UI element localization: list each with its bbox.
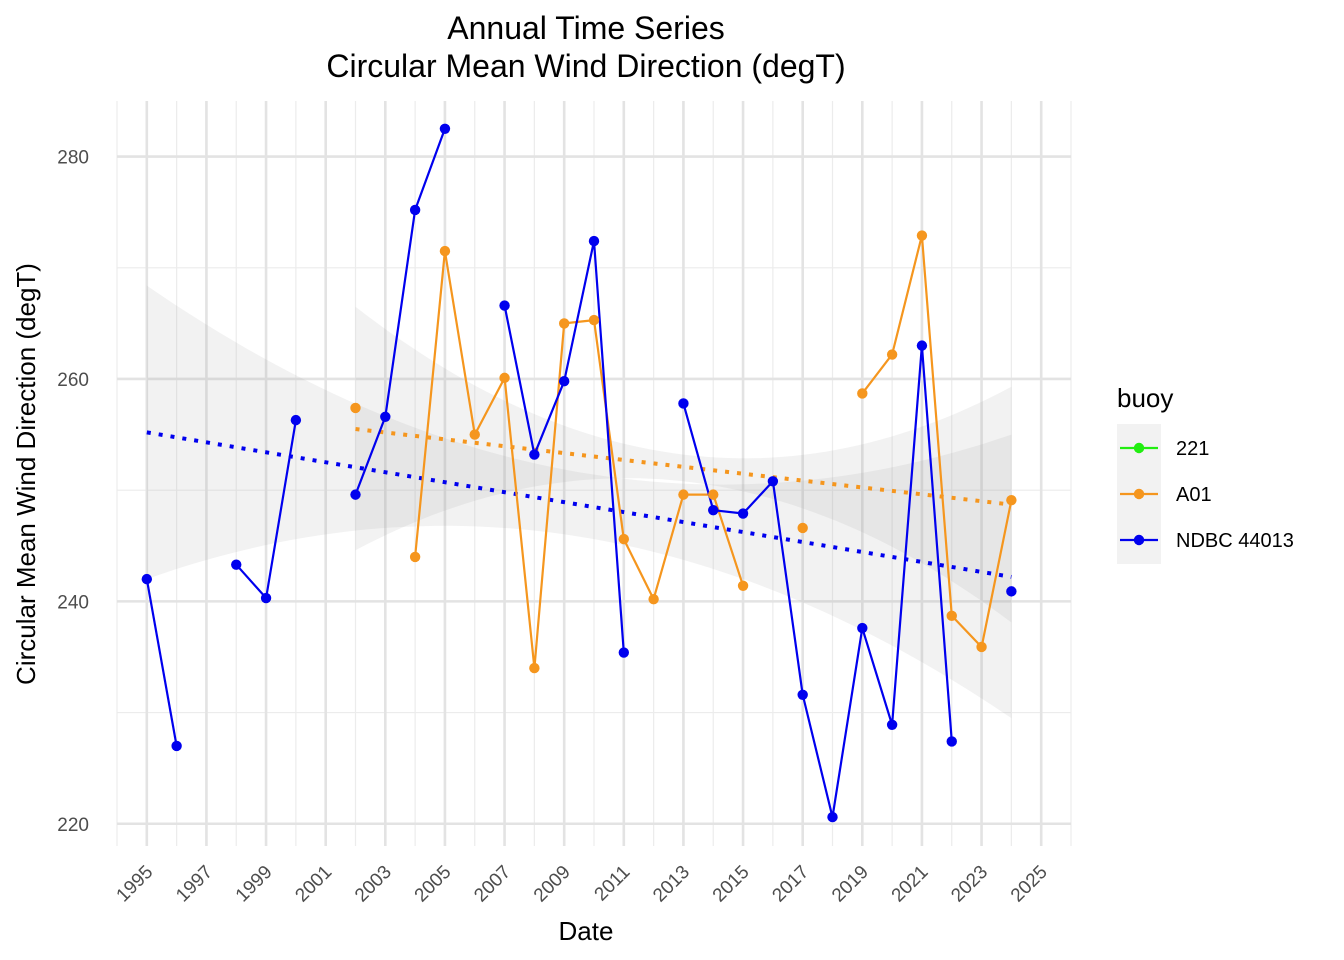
data-point — [886, 349, 898, 360]
legend-label: A01 — [1176, 484, 1212, 506]
data-point — [588, 235, 600, 247]
data-point — [797, 689, 808, 700]
series-line — [354, 128, 446, 495]
data-point — [648, 593, 659, 605]
confidence-band — [146, 285, 1012, 719]
x-tick-label: 2001 — [291, 862, 336, 907]
trend-line — [355, 427, 1012, 507]
x-tick-label: 2013 — [649, 862, 694, 907]
x-tick-label: 1999 — [232, 862, 277, 907]
x-tick-label: 2021 — [888, 862, 933, 907]
data-point — [618, 533, 630, 545]
y-tick-label: 260 — [57, 370, 89, 391]
data-point — [797, 522, 808, 534]
data-point — [946, 736, 957, 747]
x-tick-label: 2005 — [411, 862, 456, 907]
data-point — [708, 489, 719, 500]
data-point — [409, 204, 421, 216]
data-point — [469, 429, 480, 440]
data-series — [141, 123, 1017, 823]
y-tick-label: 240 — [57, 592, 89, 613]
data-point — [439, 123, 451, 134]
series-line — [682, 344, 953, 819]
legend-key-point — [1133, 488, 1145, 500]
legend-label: 221 — [1176, 438, 1209, 460]
data-point — [529, 662, 540, 674]
y-axis-label: Circular Mean Wind Direction (degT) — [11, 263, 41, 685]
x-tick-label: 1997 — [172, 862, 217, 907]
data-point — [380, 411, 391, 422]
series-line — [145, 578, 178, 747]
data-point — [350, 402, 361, 414]
x-tick-label: 2015 — [709, 862, 754, 907]
data-point — [708, 504, 719, 516]
data-point — [857, 388, 868, 399]
x-axis-label: Date — [559, 916, 614, 946]
data-point — [1006, 494, 1017, 506]
chart-title-line2: Circular Mean Wind Direction (degT) — [326, 48, 845, 84]
confidence-bands — [146, 285, 1012, 719]
data-point — [976, 641, 987, 653]
data-point — [439, 245, 451, 257]
data-point — [737, 580, 749, 592]
chart-title-line1: Annual Time Series — [447, 10, 724, 46]
data-point — [499, 372, 510, 384]
legend-key-point — [1133, 442, 1145, 454]
data-point — [857, 622, 868, 634]
legend-key-point — [1133, 534, 1145, 546]
data-point — [827, 811, 838, 823]
grid — [116, 101, 1072, 846]
x-tick-label: 2023 — [947, 862, 992, 907]
data-point — [558, 318, 570, 329]
x-tick-label: 2003 — [351, 862, 396, 907]
legend: buoy 221 A01 NDBC 44013 — [1117, 383, 1294, 564]
data-point — [678, 489, 689, 500]
data-point — [529, 449, 540, 460]
x-tick-label: 2019 — [828, 862, 873, 907]
data-point — [290, 414, 302, 426]
x-tick-label: 2007 — [470, 862, 515, 907]
data-point — [916, 230, 928, 241]
data-point — [141, 573, 153, 585]
data-point — [678, 398, 689, 409]
data-point — [409, 551, 421, 563]
data-point — [558, 376, 570, 387]
x-tick-label: 1995 — [113, 862, 158, 907]
data-point — [618, 647, 630, 658]
series-line — [861, 234, 1013, 649]
data-point — [737, 508, 749, 519]
data-point — [946, 610, 957, 622]
data-point — [886, 719, 898, 730]
data-point — [767, 476, 779, 487]
x-tick-label: 2025 — [1007, 862, 1052, 907]
data-point — [260, 592, 272, 604]
y-tick-label: 220 — [57, 815, 89, 836]
data-point — [350, 489, 361, 500]
data-point — [231, 559, 242, 570]
x-tick-label: 2009 — [530, 862, 575, 907]
data-point — [499, 300, 510, 311]
x-tick-label: 2011 — [591, 862, 635, 906]
legend-label: NDBC 44013 — [1176, 530, 1294, 552]
data-point — [171, 740, 182, 752]
legend-title: buoy — [1117, 383, 1173, 413]
y-tick-label: 280 — [57, 148, 89, 169]
data-point — [916, 340, 928, 351]
x-tick-label: 2017 — [768, 862, 813, 907]
data-point — [1006, 586, 1017, 597]
confidence-band — [355, 306, 1012, 623]
data-point — [588, 314, 600, 326]
